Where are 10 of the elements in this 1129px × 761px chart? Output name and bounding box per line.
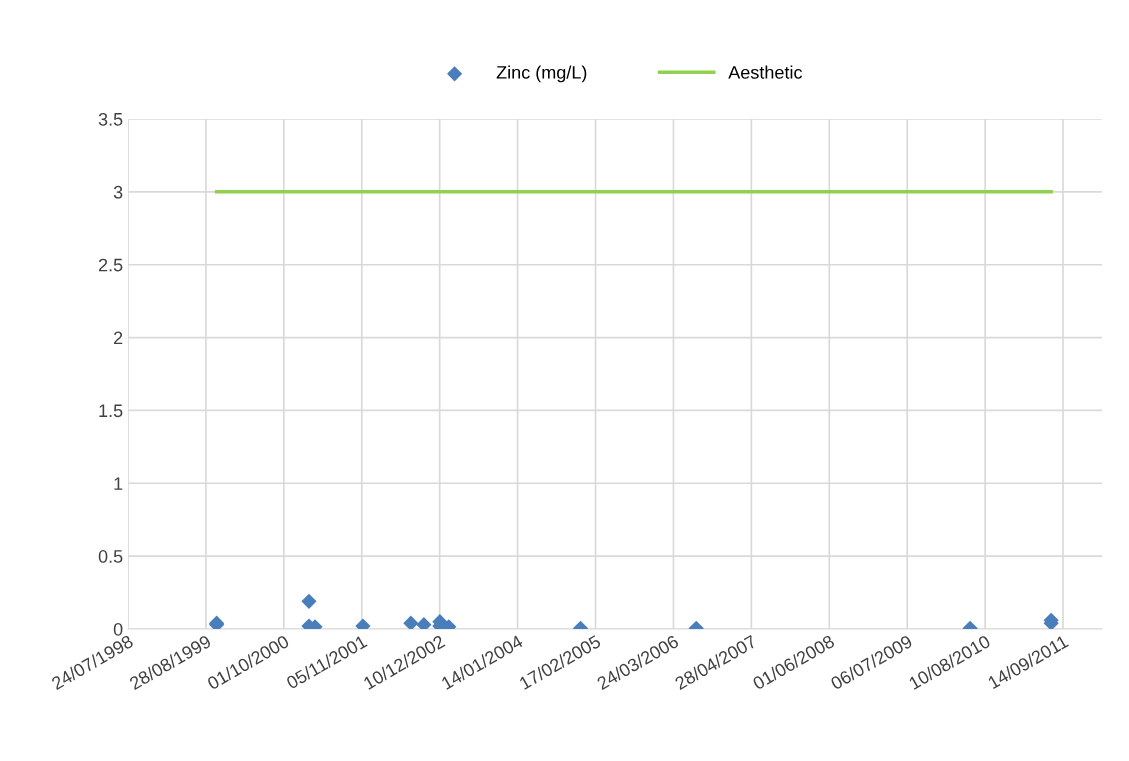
legend-label: Zinc (mg/L) xyxy=(496,65,587,83)
y-tick-label: 0.5 xyxy=(98,550,123,563)
y-tick-label: 1 xyxy=(114,477,123,490)
y-tick-label: 0 xyxy=(113,622,123,636)
y-tick-label: 2.5 xyxy=(98,258,123,272)
y-tick-label: 3.5 xyxy=(98,112,123,126)
y-tick-label: 1.5 xyxy=(99,404,123,418)
y-tick-label: 3 xyxy=(113,185,123,199)
legend-label: Aesthetic xyxy=(728,65,803,79)
y-tick-label: 2 xyxy=(114,331,123,345)
